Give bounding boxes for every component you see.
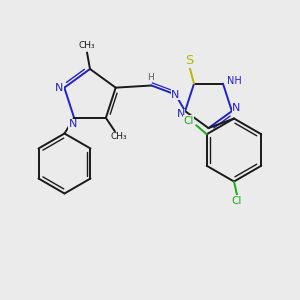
Text: N: N <box>171 89 180 100</box>
Text: N: N <box>176 109 185 119</box>
Text: H: H <box>148 73 154 82</box>
Text: N: N <box>55 83 63 93</box>
Text: N: N <box>232 103 241 113</box>
Text: NH: NH <box>227 76 242 85</box>
Text: CH₃: CH₃ <box>110 132 127 141</box>
Text: S: S <box>185 54 194 67</box>
Text: Cl: Cl <box>184 116 194 126</box>
Text: CH₃: CH₃ <box>79 41 95 50</box>
Text: Cl: Cl <box>232 196 242 206</box>
Text: N: N <box>68 119 77 129</box>
